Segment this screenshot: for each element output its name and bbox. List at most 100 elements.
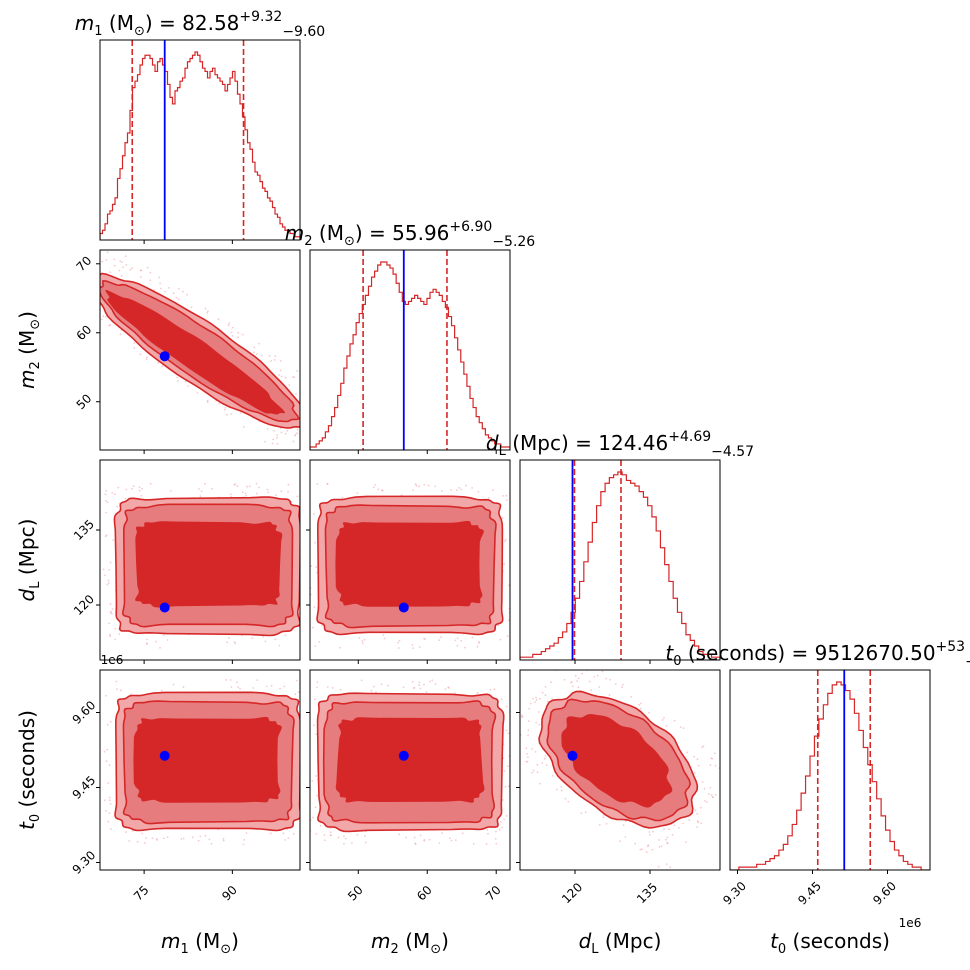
- axis-symbol: d: [15, 588, 39, 601]
- sample-point: [160, 689, 163, 692]
- sample-point: [649, 834, 651, 836]
- sample-point: [499, 638, 502, 641]
- sample-point: [563, 679, 566, 681]
- sample-point: [501, 517, 504, 520]
- sample-point: [287, 490, 289, 493]
- sample-point: [528, 707, 531, 710]
- sample-point: [119, 260, 122, 262]
- sample-point: [315, 833, 318, 835]
- axis-unit-subscript: ⊙: [28, 319, 43, 330]
- sample-point: [222, 839, 225, 842]
- sample-point: [373, 685, 375, 688]
- sample-point: [161, 365, 164, 367]
- panel-frame: [309, 669, 511, 871]
- sample-point: [313, 606, 316, 608]
- sample-point: [180, 838, 183, 840]
- axis-subscript: 2: [28, 361, 43, 369]
- title-symbol: d: [486, 431, 499, 455]
- sample-point: [634, 842, 637, 845]
- sample-point: [271, 442, 274, 445]
- sample-point: [240, 412, 242, 414]
- sample-point: [312, 626, 314, 629]
- sample-point: [307, 383, 309, 385]
- sample-point: [287, 483, 290, 486]
- sample-point: [329, 831, 332, 834]
- sample-point: [264, 640, 267, 643]
- sample-point: [471, 636, 474, 639]
- sample-point: [283, 685, 286, 688]
- sample-point: [534, 751, 537, 753]
- contour-level-inner: [335, 717, 485, 803]
- sample-point: [513, 616, 515, 618]
- sample-point: [268, 354, 271, 357]
- sample-point: [449, 837, 451, 840]
- sample-point: [415, 484, 418, 487]
- sample-point: [663, 716, 665, 719]
- sample-point: [412, 489, 414, 492]
- sample-point: [288, 384, 291, 387]
- sample-point: [438, 639, 441, 641]
- sample-point: [106, 583, 109, 586]
- sample-point: [696, 820, 699, 823]
- sample-point: [305, 754, 307, 756]
- sample-point: [505, 815, 508, 817]
- sample-point: [237, 336, 239, 339]
- sample-point: [307, 580, 309, 582]
- sample-point: [85, 284, 87, 286]
- x-tick-label: 70: [483, 883, 504, 904]
- sample-point: [284, 432, 287, 435]
- sample-point: [621, 683, 624, 686]
- sample-point: [286, 828, 288, 831]
- sample-point: [438, 842, 441, 844]
- panel-m1-vs-dL: [99, 459, 313, 661]
- sample-point: [114, 627, 117, 630]
- sample-point: [108, 764, 111, 767]
- sample-point: [526, 752, 528, 755]
- sample-point: [550, 681, 552, 684]
- sample-point: [657, 865, 660, 868]
- sample-point: [418, 646, 421, 648]
- sample-point: [305, 724, 307, 726]
- y-tick-label: 50: [74, 391, 95, 412]
- sample-point: [552, 774, 554, 777]
- sample-point: [400, 494, 403, 496]
- sample-point: [204, 307, 207, 310]
- sample-point: [726, 778, 728, 780]
- panel-m1-vs-m2: [85, 249, 314, 451]
- sample-point: [311, 612, 313, 614]
- sample-point: [204, 482, 206, 485]
- sample-point: [305, 615, 307, 617]
- sample-point: [280, 431, 283, 434]
- sample-point: [513, 712, 515, 714]
- x-tick-label: 9.45: [795, 879, 824, 908]
- sample-point: [182, 837, 185, 840]
- sample-point: [343, 842, 345, 845]
- axis-unit: (M: [15, 330, 39, 361]
- sample-point: [312, 394, 314, 396]
- sample-point: [486, 829, 489, 831]
- sample-point: [685, 841, 687, 843]
- truth-marker: [398, 602, 409, 613]
- sample-point: [315, 566, 317, 568]
- sample-point: [314, 645, 317, 647]
- sample-point: [231, 335, 234, 337]
- sample-point: [102, 315, 105, 318]
- sample-point: [105, 534, 108, 537]
- sample-point: [665, 725, 668, 727]
- sample-point: [673, 719, 676, 722]
- sample-point: [210, 842, 213, 845]
- sample-point: [520, 716, 523, 718]
- axis-unit: (M: [189, 929, 220, 953]
- sample-point: [156, 838, 158, 840]
- sample-point: [157, 361, 160, 364]
- sample-point: [242, 426, 245, 428]
- sample-point: [318, 641, 321, 643]
- hist-step-dL: [520, 471, 720, 660]
- sample-point: [295, 393, 297, 395]
- x-axis-label-dL: dL (Mpc): [579, 929, 662, 957]
- sample-point: [303, 830, 305, 832]
- sample-point: [465, 484, 467, 487]
- sample-point: [528, 720, 530, 722]
- sample-point: [709, 764, 712, 766]
- sample-point: [711, 795, 714, 798]
